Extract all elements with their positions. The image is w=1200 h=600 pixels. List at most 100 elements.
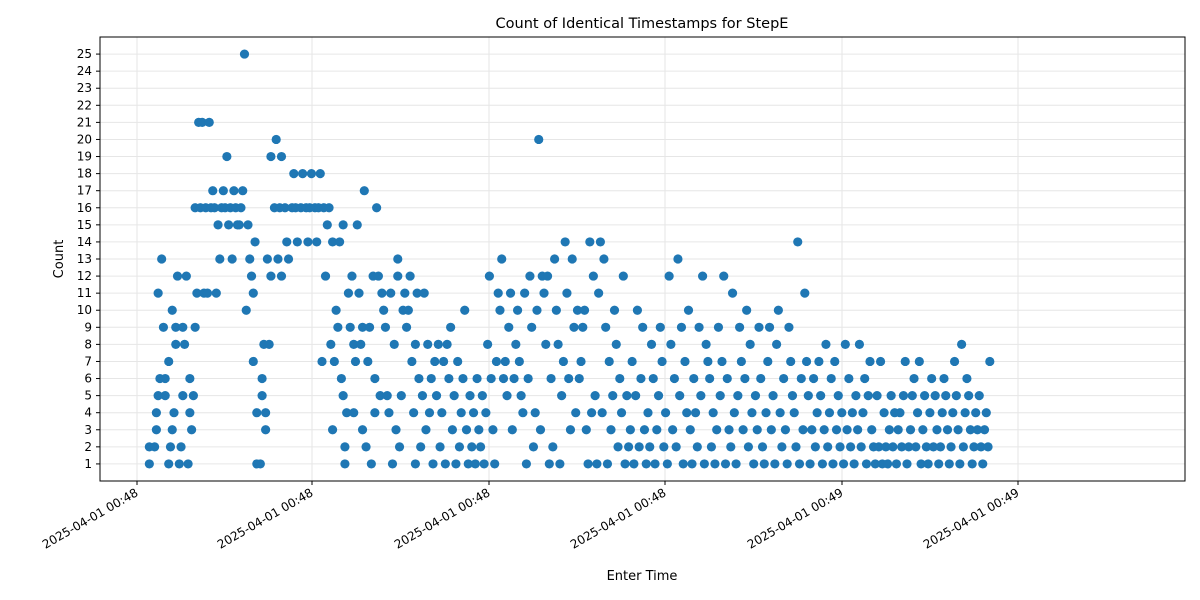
data-point [551,305,561,315]
y-tick-label: 8 [84,337,92,351]
data-point [468,408,479,418]
data-point [706,442,717,452]
y-tick-label: 21 [77,115,92,129]
data-point [384,408,394,418]
data-point [238,186,248,196]
data-point [898,391,909,401]
data-point [789,408,799,418]
data-point [754,322,764,332]
data-point [396,391,406,401]
data-point [504,322,514,332]
data-point [784,322,794,332]
data-point [925,408,935,418]
data-point [680,356,690,367]
data-point [856,442,866,452]
y-tick-label: 23 [77,81,92,95]
data-point [440,459,450,469]
data-point [234,220,244,230]
data-point [569,322,579,332]
data-point [456,408,466,418]
data-point [428,459,438,469]
data-point [978,459,988,469]
data-point [416,442,426,452]
data-point [574,373,584,384]
data-point [613,442,623,452]
data-point [794,459,805,469]
data-point [872,391,882,401]
data-point [364,322,375,332]
y-tick-label: 3 [84,423,92,437]
data-point [520,288,530,298]
data-point [435,442,445,452]
data-point [518,408,528,418]
data-point [571,408,581,418]
data-point [164,356,174,367]
data-point [350,356,361,367]
data-point [370,408,380,418]
data-point [620,459,630,469]
data-point [483,339,493,349]
data-point [615,373,625,384]
data-point [266,151,276,162]
data-point [967,459,977,469]
data-point [742,305,752,315]
data-point [863,391,873,401]
data-point [800,288,810,298]
data-point [791,442,801,452]
data-point [823,442,833,452]
data-point [698,271,708,281]
data-point [803,391,813,401]
data-point [340,442,350,452]
data-point [594,288,604,298]
data-point [736,356,746,367]
data-point [652,425,662,435]
data-point [985,356,995,367]
y-tick-label: 17 [77,184,92,198]
data-point [347,271,357,281]
data-point [312,237,322,247]
data-point [738,425,748,435]
data-point [409,408,419,418]
data-point [694,322,704,332]
data-point [453,356,463,367]
data-point [382,391,392,401]
data-point [937,408,947,418]
data-point [421,425,431,435]
data-point [539,288,549,298]
data-point [160,391,170,401]
data-point [631,391,641,401]
data-point [370,373,380,384]
data-point [461,425,472,435]
data-point [167,305,177,315]
data-point [523,373,533,384]
data-point [486,373,496,384]
data-point [239,49,250,59]
data-point [900,356,910,367]
y-tick-label: 19 [77,150,92,164]
data-point [320,271,331,281]
data-point [773,305,783,315]
data-point [419,288,429,298]
data-point [955,459,965,469]
data-point [770,459,780,469]
data-point [608,391,618,401]
data-point [451,459,461,469]
data-point [393,271,403,281]
data-point [935,442,946,452]
data-point [958,442,968,452]
data-point [292,237,302,247]
data-point [627,356,637,367]
data-point [227,254,237,264]
data-point [490,459,500,469]
data-point [720,459,731,469]
data-point [676,322,687,332]
data-point [431,391,442,401]
data-point [261,408,271,418]
data-point [685,425,695,435]
data-point [657,356,667,367]
data-point [689,373,699,384]
data-point [729,408,739,418]
data-point [886,391,896,401]
data-point [932,425,942,435]
